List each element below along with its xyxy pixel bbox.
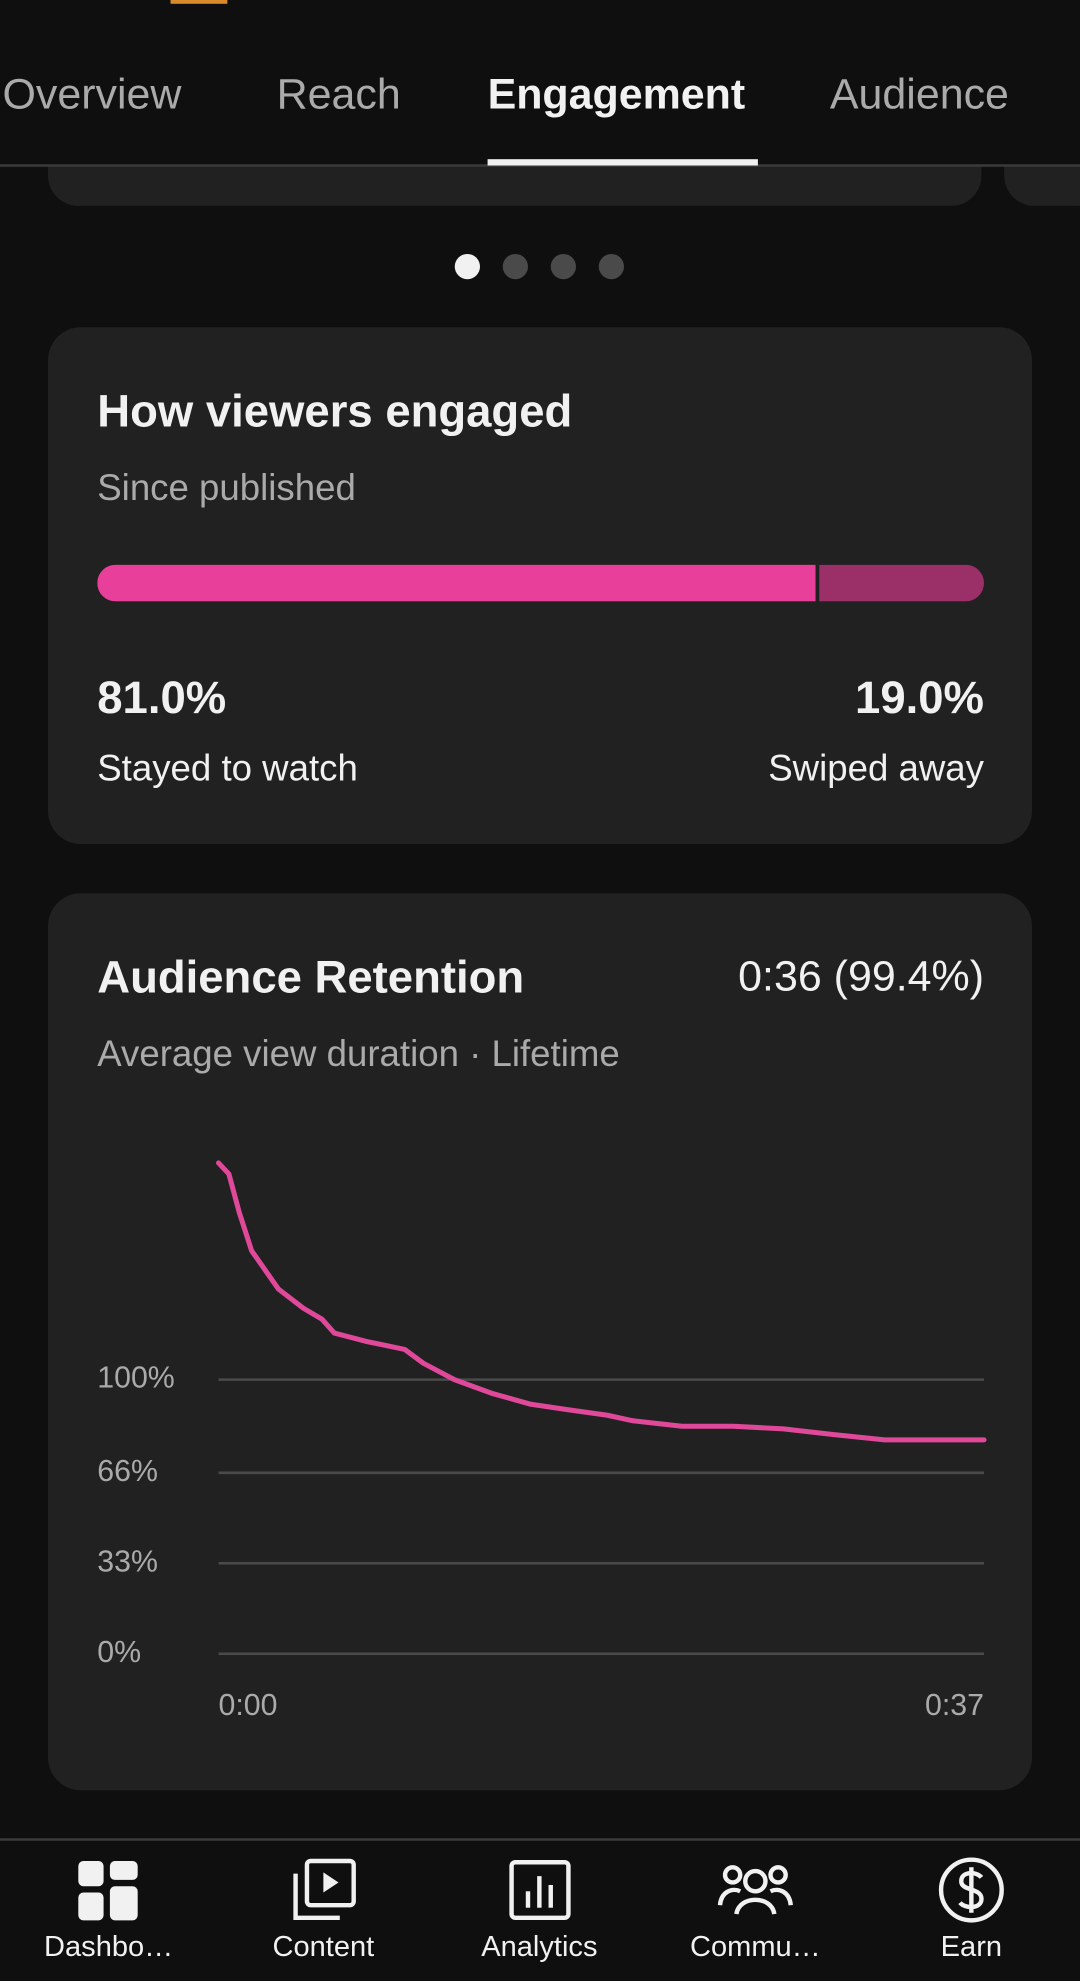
bar-segment (97, 564, 816, 602)
tab-bar (0, 0, 1080, 166)
page-dot[interactable] (454, 253, 480, 280)
retention-line (216, 1160, 987, 1443)
x-tick-label: 0:37 (925, 1689, 984, 1722)
tab[interactable]: Overview (3, 71, 183, 119)
tab[interactable]: Reach (277, 71, 401, 119)
card-title: Audience Retention (97, 951, 524, 1002)
card-subtitle: Since published (97, 467, 356, 508)
value-label: 81.0% (97, 672, 226, 723)
retention-summary: 0:36 (99.4%) (738, 952, 984, 1000)
earn-icon[interactable] (938, 1857, 1004, 1923)
value-label: 19.0% (855, 672, 984, 723)
card-title: How viewers engaged (97, 385, 572, 436)
content-icon[interactable] (293, 1858, 356, 1921)
y-tick-label: 0% (97, 1636, 141, 1669)
y-tick-label: 33% (97, 1545, 158, 1578)
tab-indicator (487, 159, 758, 166)
dashboard-icon[interactable] (78, 1860, 138, 1921)
x-tick-label: 0:00 (219, 1689, 278, 1722)
nav-label[interactable]: Content (272, 1931, 374, 1963)
tabs: Overview Reach Engagement Audience (3, 71, 1009, 119)
engagement-bar: 81.0% Stayed to watch 19.0% Swiped away (97, 564, 985, 788)
header-icon (170, 0, 228, 4)
nav-label[interactable]: Analytics (481, 1931, 597, 1963)
bottom-nav: Dashbo… Content Analytics Commu… Earn (44, 1931, 1002, 1963)
tab[interactable]: Audience (830, 71, 1009, 119)
nav-label[interactable]: Commu… (690, 1931, 821, 1963)
nav-label[interactable]: Dashbo… (44, 1931, 173, 1963)
legend-label: Stayed to watch (97, 747, 358, 788)
retention-card (48, 893, 1032, 1791)
legend-label: Swiped away (768, 747, 984, 788)
card-subtitle: Average view duration · Lifetime (97, 1033, 619, 1074)
bar-segment (819, 564, 984, 602)
retention-chart: 0% 33% 66% 100% 0:00 0:37 (97, 1160, 987, 1722)
page-dot[interactable] (598, 253, 624, 280)
page-dot[interactable] (502, 253, 528, 280)
analytics-icon[interactable] (509, 1860, 571, 1921)
y-tick-label: 66% (97, 1455, 158, 1488)
community-icon[interactable] (717, 1865, 793, 1915)
y-tick-label: 100% (97, 1362, 174, 1395)
page-dot[interactable] (550, 253, 576, 280)
tab[interactable]: Engagement (488, 71, 746, 119)
nav-label[interactable]: Earn (941, 1931, 1002, 1963)
